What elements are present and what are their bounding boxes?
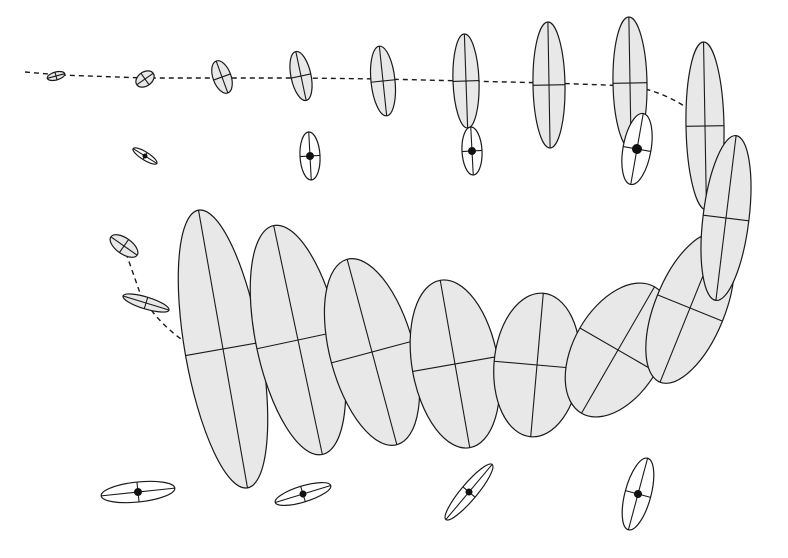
landmark-marker-6 xyxy=(273,478,333,510)
left-ellipse-pair xyxy=(106,230,170,315)
ellipse-upper-5 xyxy=(367,45,398,117)
ellipse-upper-4 xyxy=(286,49,316,102)
ellipse-upper-6 xyxy=(451,34,480,129)
ellipse-upper-2 xyxy=(133,68,157,91)
landmark-marker-8 xyxy=(616,455,660,533)
landmark-marker-1 xyxy=(131,145,159,167)
ellipse-upper-1 xyxy=(46,70,65,82)
upper-ellipse-row xyxy=(46,17,725,211)
large-ellipse-arc xyxy=(161,133,759,495)
landmark-marker-3 xyxy=(461,127,483,176)
landmark-marker-2 xyxy=(299,132,321,181)
landmark-marker-5 xyxy=(100,478,176,506)
upper-dashed-trajectory xyxy=(25,72,690,110)
ellipse-left-2 xyxy=(121,290,170,316)
ellipse-upper-3 xyxy=(208,58,237,96)
ellipse-upper-7 xyxy=(532,22,566,149)
ellipse-left-1 xyxy=(106,230,141,261)
landmark-marker-7 xyxy=(440,459,499,524)
